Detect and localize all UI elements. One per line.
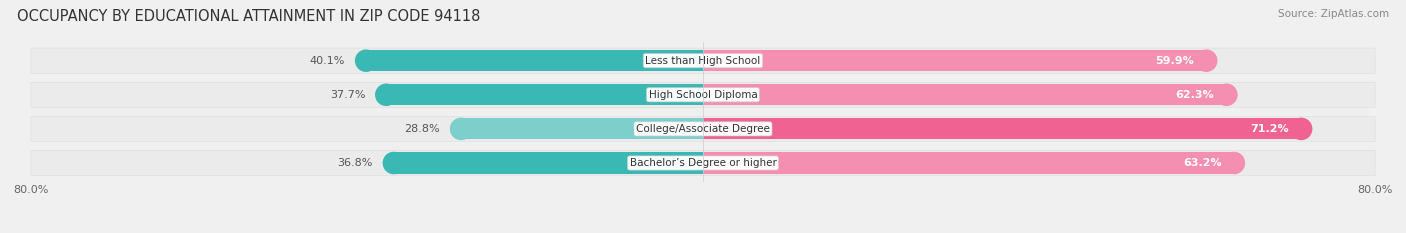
- Ellipse shape: [375, 84, 396, 105]
- Text: Bachelor’s Degree or higher: Bachelor’s Degree or higher: [630, 158, 776, 168]
- Bar: [703, 50, 1206, 71]
- Bar: [703, 152, 1234, 174]
- Bar: [703, 84, 1226, 105]
- Ellipse shape: [1291, 118, 1312, 140]
- FancyBboxPatch shape: [31, 150, 1375, 176]
- Bar: [461, 118, 703, 140]
- Text: 36.8%: 36.8%: [337, 158, 373, 168]
- Ellipse shape: [1223, 152, 1244, 174]
- Text: College/Associate Degree: College/Associate Degree: [636, 124, 770, 134]
- Text: 37.7%: 37.7%: [330, 90, 366, 100]
- Ellipse shape: [450, 118, 471, 140]
- Text: 62.3%: 62.3%: [1175, 90, 1213, 100]
- Text: OCCUPANCY BY EDUCATIONAL ATTAINMENT IN ZIP CODE 94118: OCCUPANCY BY EDUCATIONAL ATTAINMENT IN Z…: [17, 9, 481, 24]
- Bar: [394, 152, 703, 174]
- Text: 63.2%: 63.2%: [1182, 158, 1222, 168]
- FancyBboxPatch shape: [31, 116, 1375, 141]
- Legend: Owner-occupied, Renter-occupied: Owner-occupied, Renter-occupied: [583, 230, 823, 233]
- Ellipse shape: [1216, 84, 1237, 105]
- Text: 71.2%: 71.2%: [1250, 124, 1289, 134]
- Ellipse shape: [1195, 50, 1216, 71]
- Ellipse shape: [384, 152, 405, 174]
- Bar: [366, 50, 703, 71]
- Text: 59.9%: 59.9%: [1154, 56, 1194, 66]
- Bar: [387, 84, 703, 105]
- Ellipse shape: [356, 50, 377, 71]
- FancyBboxPatch shape: [31, 82, 1375, 107]
- Text: Less than High School: Less than High School: [645, 56, 761, 66]
- Text: 28.8%: 28.8%: [405, 124, 440, 134]
- Bar: [703, 118, 1301, 140]
- Text: 40.1%: 40.1%: [309, 56, 344, 66]
- Text: High School Diploma: High School Diploma: [648, 90, 758, 100]
- Text: Source: ZipAtlas.com: Source: ZipAtlas.com: [1278, 9, 1389, 19]
- FancyBboxPatch shape: [31, 48, 1375, 73]
